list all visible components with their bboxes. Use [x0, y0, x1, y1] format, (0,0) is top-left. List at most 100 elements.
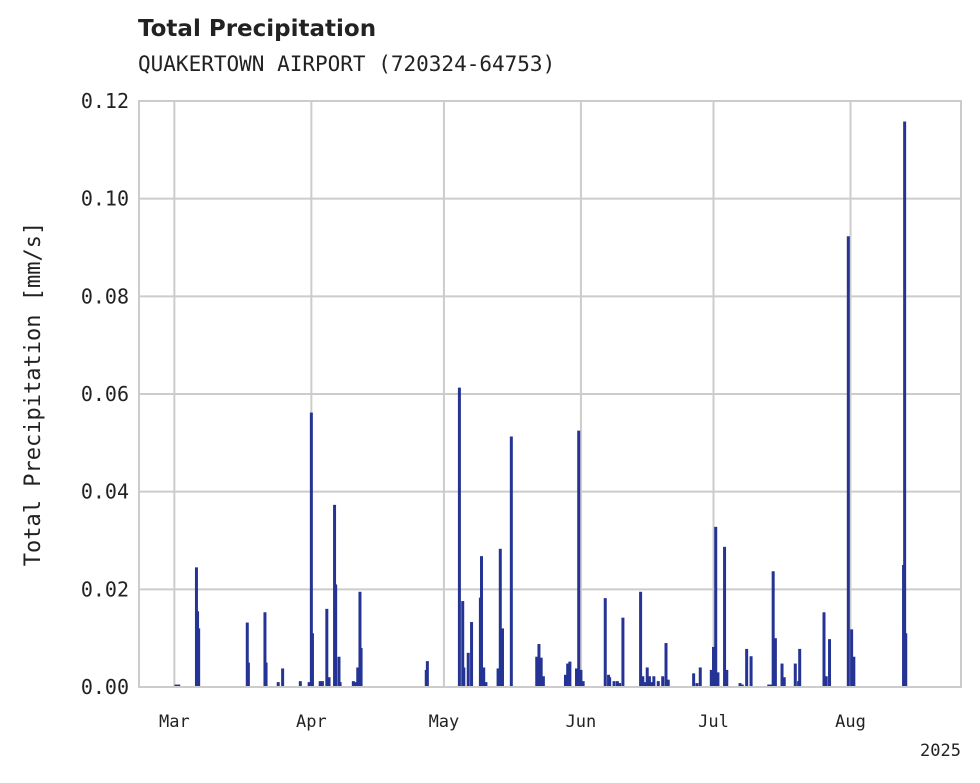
precipitation-bar [575, 668, 579, 687]
precipitation-bar [461, 601, 465, 687]
precipitation-bar [798, 648, 802, 687]
precipitation-bar [264, 662, 268, 687]
y-tick-label: 0.06 [81, 382, 129, 406]
y-axis-label: Total Precipitation [mm/s] [21, 222, 46, 566]
precipitation-bar [566, 663, 570, 687]
x-tick-label: Jul [698, 712, 729, 732]
precipitation-bar [656, 681, 660, 687]
precipitation-bar [903, 121, 907, 687]
precipitation-bar [749, 656, 753, 687]
precipitation-bar [298, 681, 302, 687]
precipitation-bar [666, 679, 670, 687]
precipitation-bar [246, 662, 250, 687]
precipitation-bar [712, 646, 716, 687]
precipitation-bar [745, 648, 749, 687]
precipitation-bar [716, 672, 720, 687]
precipitation-bar [643, 682, 647, 687]
precipitation-bar [793, 663, 797, 687]
precipitation-bar [568, 661, 572, 687]
precipitation-bar [698, 667, 702, 687]
precipitation-bar [780, 663, 784, 687]
precipitation-bar [482, 667, 486, 687]
y-tick-label: 0.12 [81, 89, 129, 113]
precipitation-bar [850, 629, 854, 687]
precipitation-bar [245, 622, 249, 687]
precipitation-bar [647, 676, 651, 687]
precipitation-bar [852, 656, 856, 687]
precipitation-bar [661, 676, 665, 687]
precipitation-bar [359, 647, 363, 687]
precipitation-bar [338, 682, 342, 687]
precipitation-bar [709, 669, 713, 687]
precipitation-bar [537, 644, 541, 687]
precipitation-bar [767, 684, 771, 687]
precipitation-bar [309, 412, 313, 687]
precipitation-bar [425, 661, 429, 687]
precipitation-bar [828, 639, 832, 687]
precipitation-bar [621, 617, 625, 687]
precipitation-bar [462, 667, 466, 687]
precipitation-bar [738, 683, 742, 687]
x-tick-label: Apr [296, 712, 327, 732]
precipitation-bar [318, 681, 322, 687]
x-tick-label: May [429, 712, 460, 732]
x-tick-label: Mar [159, 712, 190, 732]
precipitation-bar [603, 598, 607, 687]
precipitation-bar [723, 546, 727, 687]
precipitation-bar [320, 681, 324, 687]
year-label: 2025 [920, 741, 961, 761]
precipitation-bar [174, 684, 178, 687]
y-tick-label: 0.08 [81, 284, 129, 308]
precipitation-bar [725, 669, 729, 687]
precipitation-bar [496, 668, 500, 687]
precipitation-bar [466, 652, 470, 687]
precipitation-bar [334, 584, 338, 687]
precipitation-bar [641, 676, 645, 687]
precipitation-bar [740, 684, 744, 687]
precipitation-bar [618, 683, 622, 687]
precipitation-bar [354, 682, 358, 687]
precipitation-bar [358, 591, 362, 687]
precipitation-bar [535, 656, 539, 687]
precipitation-bar [771, 571, 775, 687]
precipitation-bar [769, 684, 773, 687]
precipitation-bar [645, 667, 649, 687]
precipitation-bar [577, 430, 581, 687]
precipitation-bar [480, 556, 483, 687]
precipitation-bar [356, 667, 360, 687]
chart-subtitle: QUAKERTOWN AIRPORT (720324-64753) [138, 52, 556, 76]
precipitation-bar [310, 633, 314, 687]
precipitation-bar [484, 682, 488, 687]
bar-series [174, 121, 908, 688]
precipitation-bar [608, 677, 612, 687]
precipitation-bar [664, 643, 668, 687]
y-tick-label: 0.00 [81, 675, 129, 699]
precipitation-bar [652, 676, 656, 687]
precipitation-bar [692, 673, 696, 687]
precipitation-bar [846, 236, 850, 688]
precipitation-bar [822, 612, 826, 687]
precipitation-bar [457, 387, 461, 687]
precipitation-bar [563, 674, 567, 687]
y-tick-label: 0.10 [81, 187, 129, 211]
precipitation-bar [714, 526, 718, 687]
precipitation-bar [281, 668, 285, 687]
precipitation-bar [337, 656, 341, 687]
y-tick-label: 0.04 [81, 480, 129, 504]
precipitation-bar [177, 684, 181, 687]
precipitation-bar [500, 628, 504, 687]
precipitation-bar [197, 628, 201, 687]
precipitation-bar [639, 591, 643, 687]
precipitation-bar [782, 677, 786, 687]
precipitation-bar [327, 677, 331, 687]
grid-lines [139, 100, 961, 688]
plot-frame [138, 100, 962, 688]
y-tick-label: 0.02 [81, 577, 129, 601]
precipitation-bar [325, 608, 329, 687]
precipitation-bar [541, 676, 545, 687]
precipitation-bar [695, 683, 699, 687]
x-tick-label: Jun [566, 712, 597, 732]
chart-title: Total Precipitation [138, 16, 377, 42]
precipitation-bar [579, 669, 583, 687]
